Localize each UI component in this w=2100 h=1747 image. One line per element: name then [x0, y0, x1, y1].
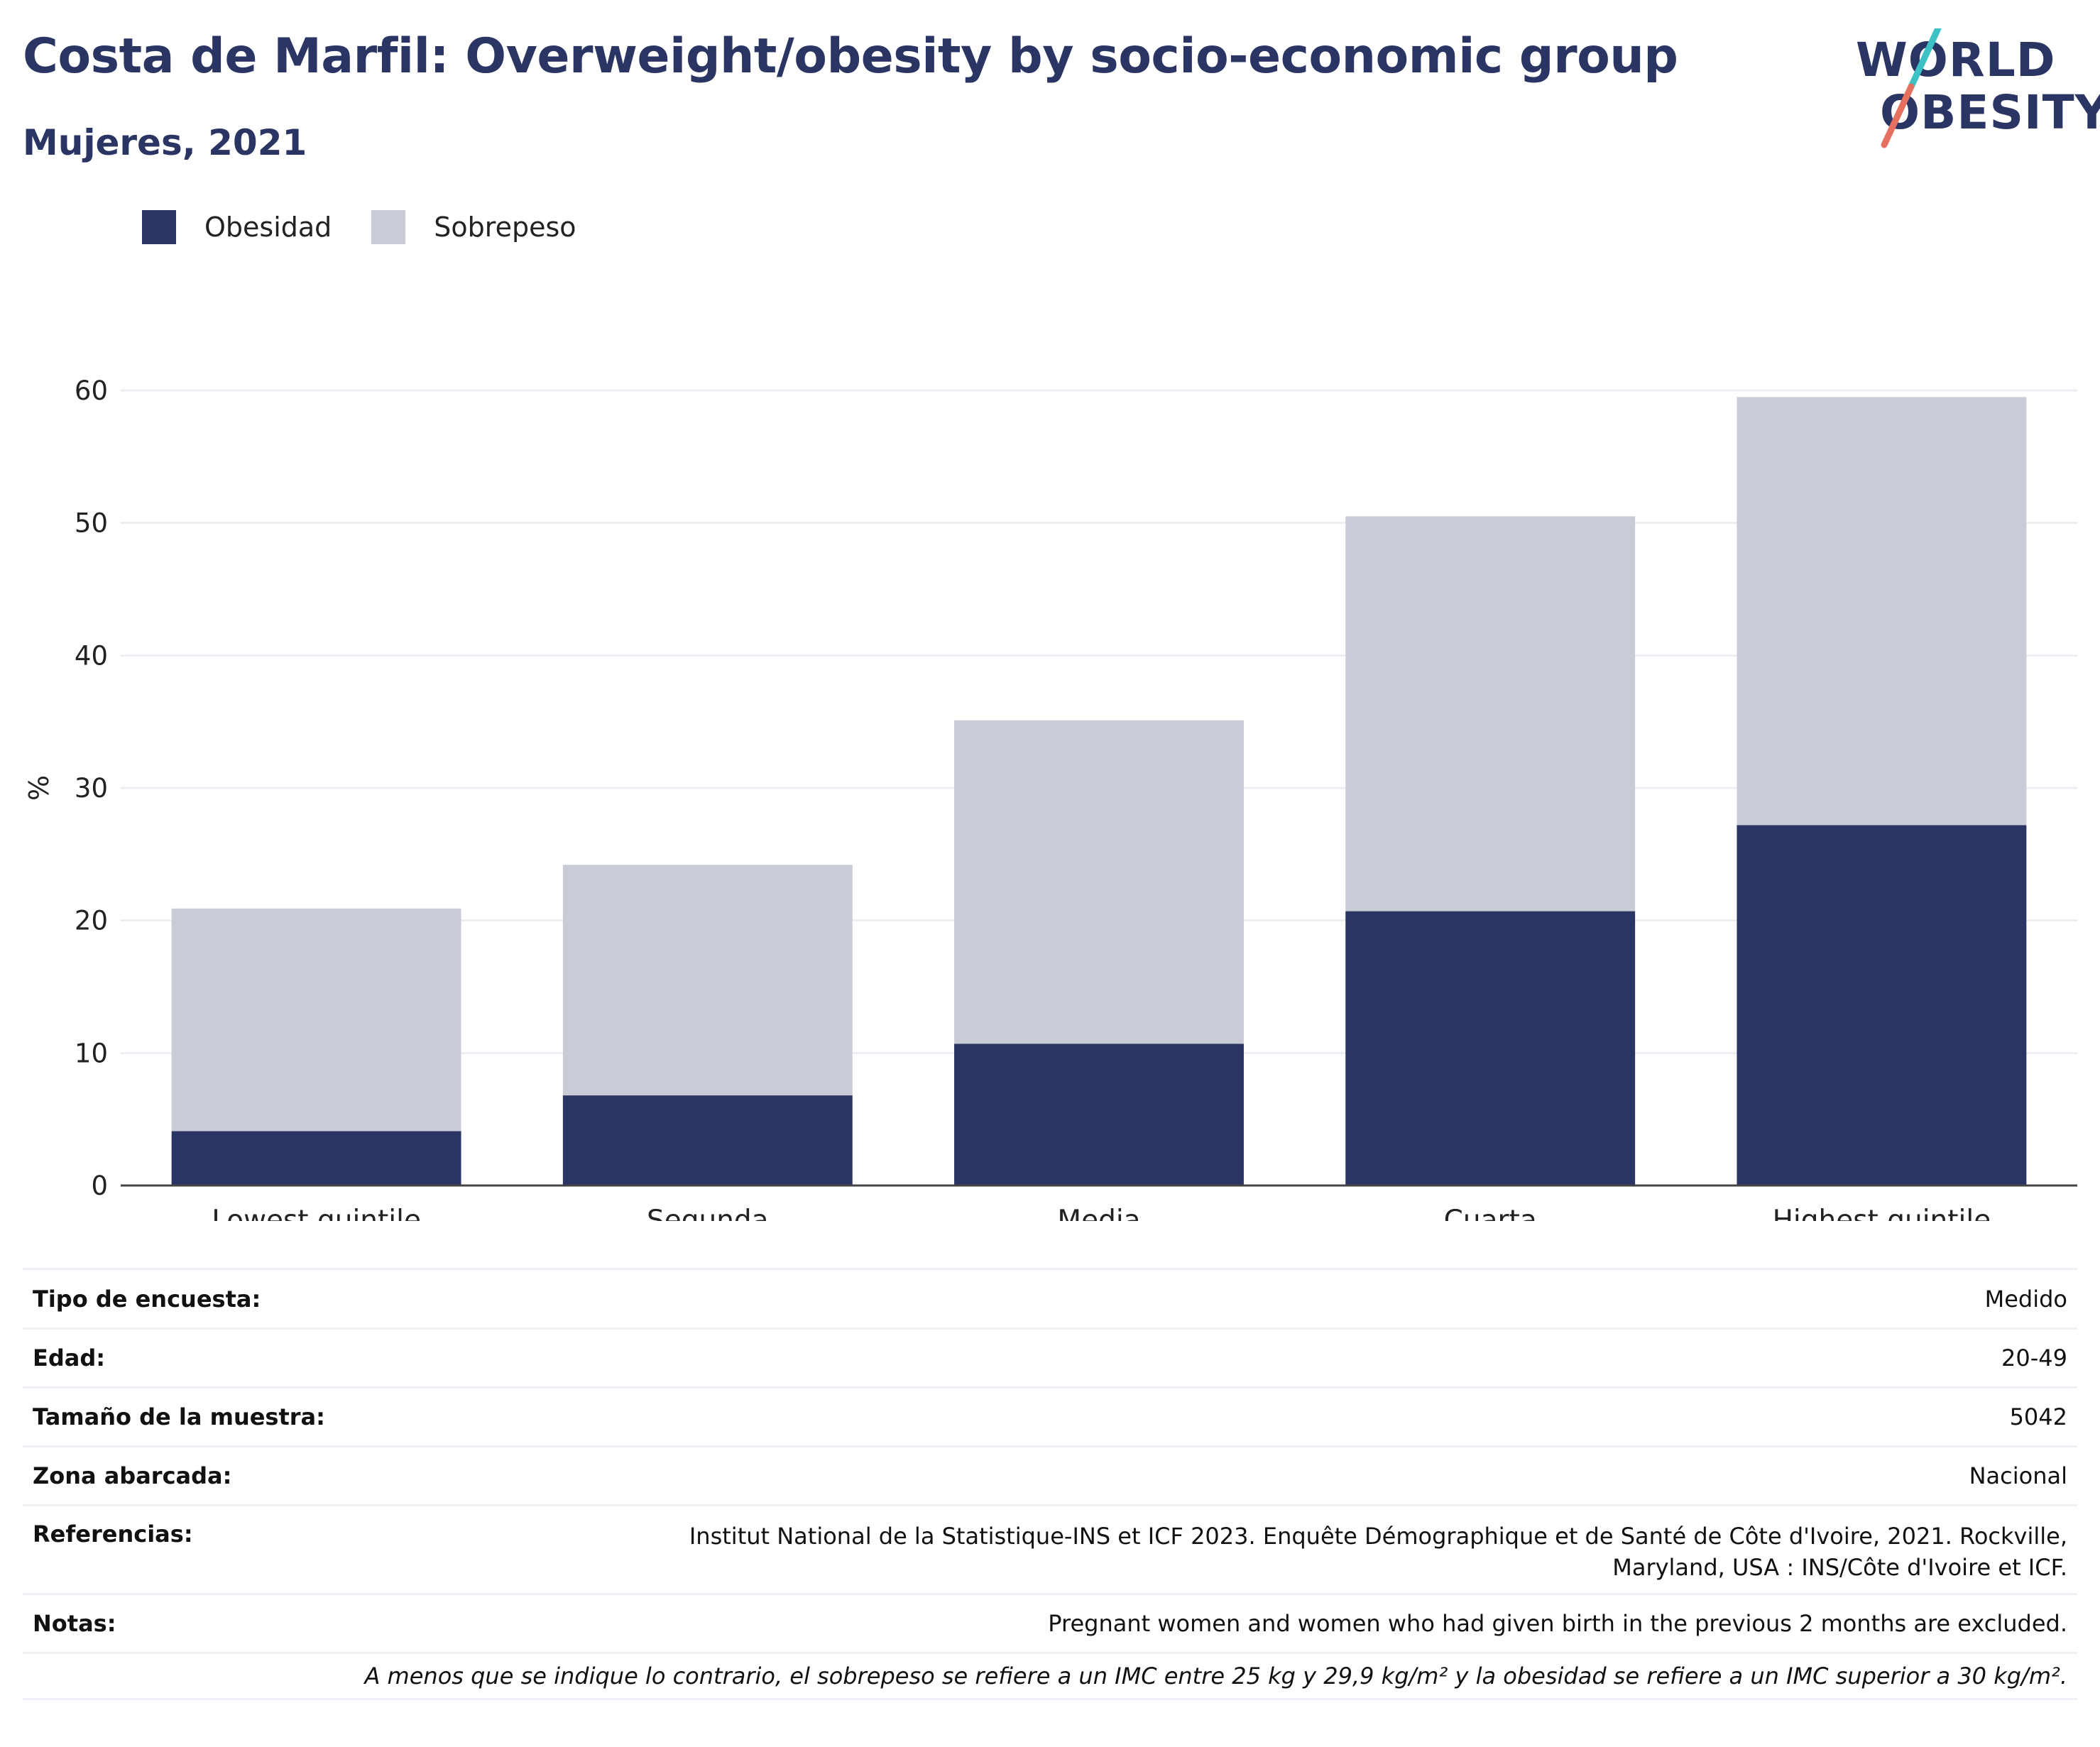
meta-key: Tamaño de la muestra: — [33, 1403, 325, 1430]
chart-title: Costa de Marfil: Overweight/obesity by s… — [23, 28, 1678, 84]
bar-sobrepeso-3[interactable] — [1345, 516, 1636, 911]
bar-obesidad-2[interactable] — [954, 1044, 1244, 1185]
survey-metadata-table: Tipo de encuesta: Medido Edad: 20-49 Tam… — [23, 1268, 2077, 1700]
y-tick-label: 20 — [75, 906, 108, 936]
y-axis-label: % — [23, 775, 55, 801]
y-tick-label: 50 — [75, 508, 108, 539]
legend-item-sobrepeso[interactable]: Sobrepeso — [371, 210, 576, 244]
meta-row-sample-size: Tamaño de la muestra: 5042 — [23, 1386, 2077, 1445]
bar-obesidad-0[interactable] — [171, 1131, 461, 1185]
meta-key: Edad: — [33, 1345, 106, 1371]
meta-value: Medido — [1984, 1285, 2067, 1313]
logo-slash-icon — [1881, 28, 1942, 148]
meta-row-age: Edad: 20-49 — [23, 1327, 2077, 1386]
meta-key: Tipo de encuesta: — [33, 1285, 261, 1313]
legend-label-obesidad: Obesidad — [204, 212, 332, 243]
meta-value: 5042 — [2009, 1403, 2067, 1430]
bar-obesidad-1[interactable] — [562, 1095, 853, 1185]
legend-label-sobrepeso: Sobrepeso — [434, 212, 576, 243]
y-tick-label: 30 — [75, 773, 108, 804]
x-tick-label: Cuarta — [1444, 1205, 1537, 1221]
bar-obesidad-4[interactable] — [1737, 825, 2027, 1185]
x-tick-label: Segunda — [647, 1205, 769, 1221]
y-tick-label: 60 — [75, 376, 108, 406]
bar-sobrepeso-0[interactable] — [171, 908, 461, 1132]
meta-value: Nacional — [1969, 1462, 2067, 1489]
meta-key: Notas: — [33, 1610, 116, 1637]
chart-subtitle: Mujeres, 2021 — [23, 122, 307, 163]
chart-legend: Obesidad Sobrepeso — [142, 210, 616, 244]
meta-key: Referencias: — [33, 1521, 193, 1548]
meta-row-footnote: A menos que se indique lo contrario, el … — [23, 1652, 2077, 1700]
y-tick-label: 0 — [91, 1171, 108, 1201]
footnote-text: A menos que se indique lo contrario, el … — [364, 1663, 2067, 1690]
meta-value: Pregnant women and women who had given b… — [1048, 1610, 2067, 1637]
meta-row-references: Referencias: Institut National de la Sta… — [23, 1504, 2077, 1593]
world-obesity-logo: WORLD OBESITY — [1846, 28, 2100, 149]
bar-sobrepeso-1[interactable] — [562, 865, 853, 1096]
y-tick-label: 10 — [75, 1038, 108, 1068]
meta-value: Institut National de la Statistique-INS … — [689, 1523, 2067, 1581]
legend-swatch-sobrepeso — [371, 210, 406, 244]
meta-key: Zona abarcada: — [33, 1462, 232, 1489]
bar-obesidad-3[interactable] — [1345, 911, 1636, 1185]
meta-row-notes: Notas: Pregnant women and women who had … — [23, 1593, 2077, 1652]
meta-row-coverage: Zona abarcada: Nacional — [23, 1445, 2077, 1504]
logo-text-line1: WORLD — [1856, 33, 2056, 87]
bar-sobrepeso-2[interactable] — [954, 720, 1244, 1044]
logo-text-line2: OBESITY — [1880, 85, 2100, 140]
meta-row-survey-type: Tipo de encuesta: Medido — [23, 1268, 2077, 1327]
bar-sobrepeso-4[interactable] — [1737, 397, 2027, 826]
y-tick-label: 40 — [75, 640, 108, 671]
legend-swatch-obesidad — [142, 210, 176, 244]
legend-item-obesidad[interactable]: Obesidad — [142, 210, 332, 244]
x-tick-label: Highest quintile — [1773, 1205, 1991, 1221]
x-tick-label: Media — [1057, 1205, 1140, 1221]
stacked-bar-chart: 0 10 20 30 40 50 60% Lowest quintile Segunda Medi… — [23, 376, 2077, 1221]
meta-value: 20-49 — [2001, 1345, 2067, 1371]
x-tick-label: Lowest quintile — [212, 1205, 421, 1221]
